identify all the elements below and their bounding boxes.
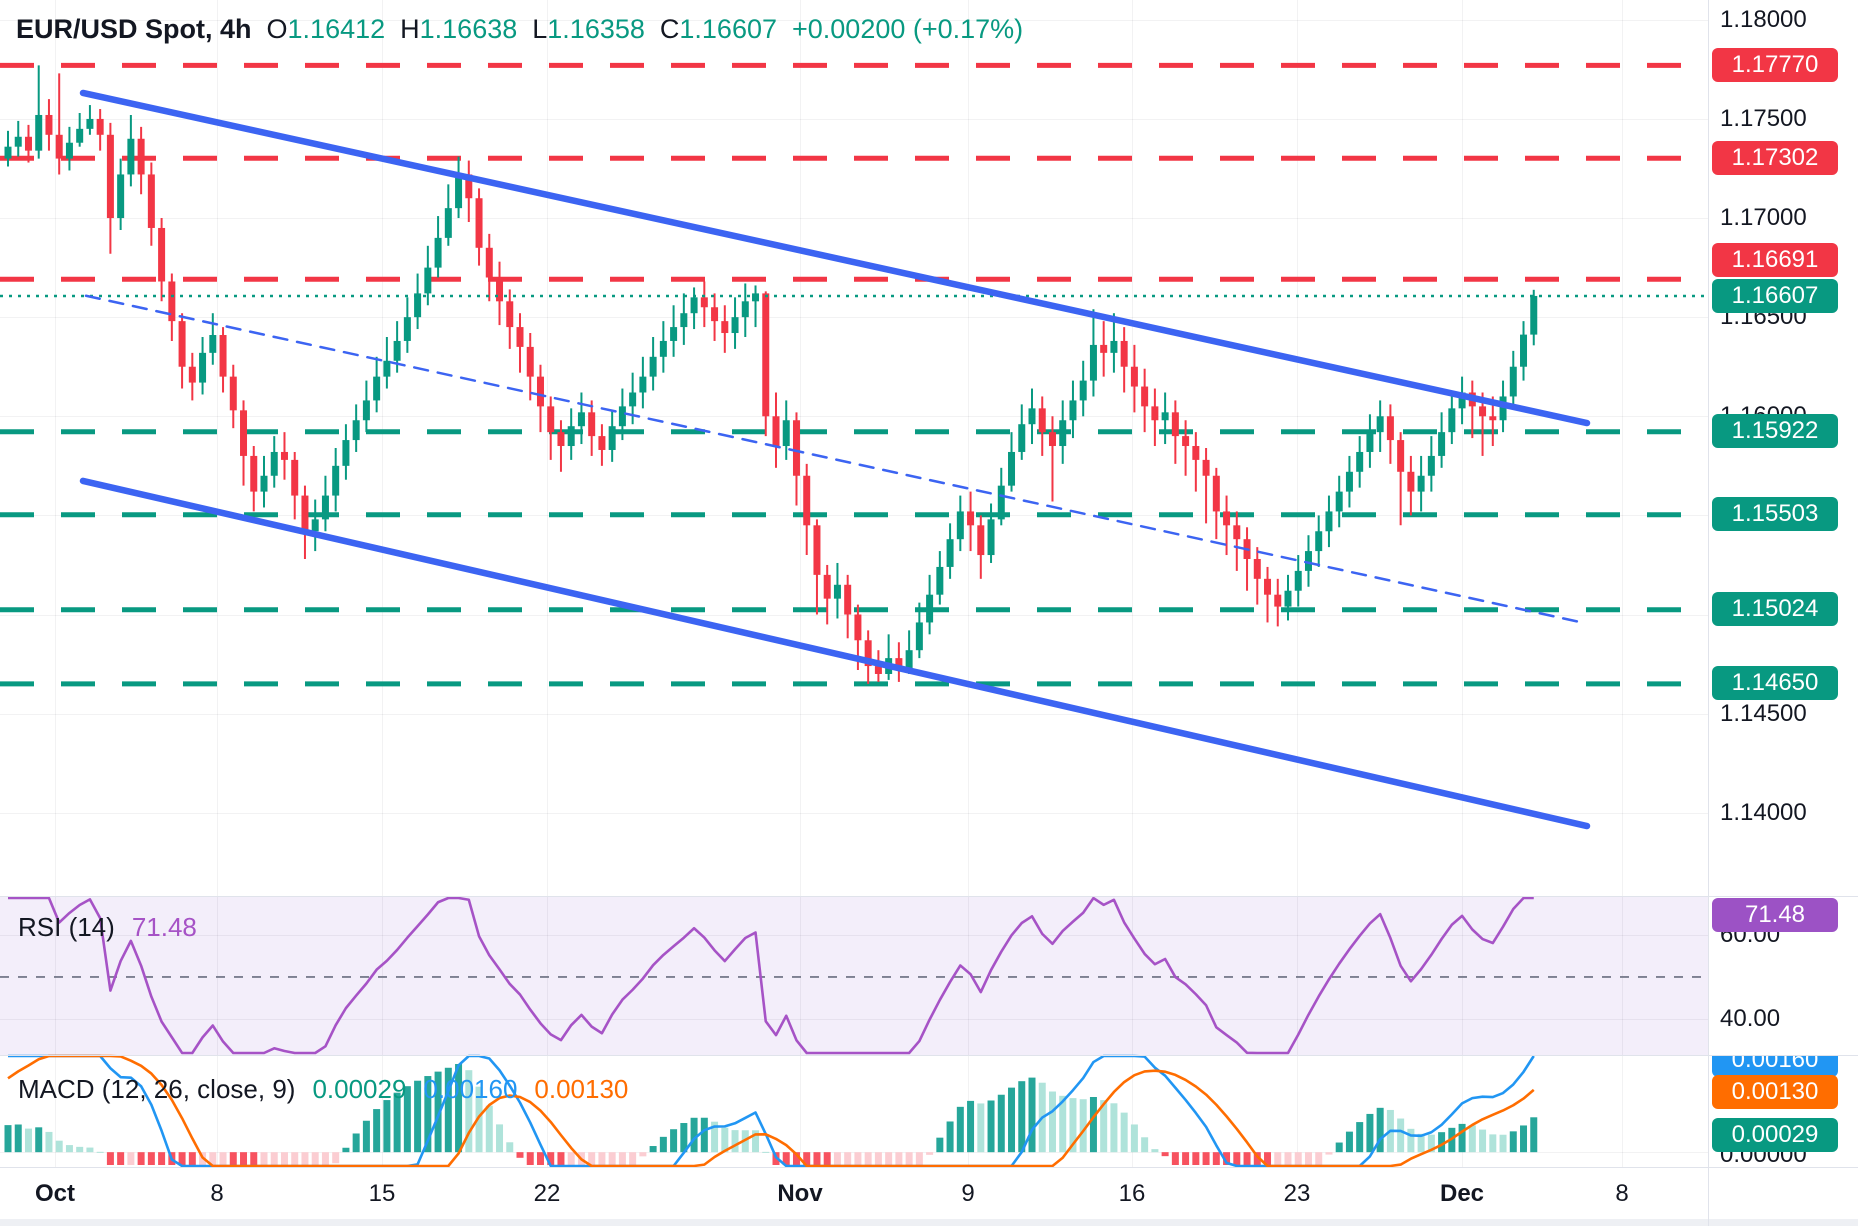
macd-indicator-name[interactable]: MACD (12, 26, close, 9) — [18, 1074, 296, 1104]
macd-signal-value: 0.00130 — [534, 1074, 629, 1104]
level-badge-resistance: 1.17770 — [1712, 48, 1838, 82]
time-tick-8: 8 — [1615, 1180, 1629, 1207]
time-tick-oct: Oct — [34, 1180, 76, 1207]
rsi-legend: RSI (14) 71.48 — [18, 912, 197, 943]
price-scale-label: 1.17500 — [1720, 105, 1807, 132]
rsi-indicator-name[interactable]: RSI (14) — [18, 912, 115, 942]
time-tick-nov: Nov — [777, 1180, 823, 1207]
level-badge-resistance: 1.16691 — [1712, 243, 1838, 277]
time-tick-16: 16 — [1118, 1180, 1146, 1207]
ohlc-legend: EUR/USD Spot, 4h O1.16412 H1.16638 L1.16… — [16, 14, 1023, 45]
time-tick-8: 8 — [210, 1180, 224, 1207]
price-scale-label: 1.14000 — [1720, 799, 1807, 826]
macd-axis[interactable]: 0.00160 0.00130 0.00029 — [1712, 1056, 1842, 1166]
rsi-scale-label: 40.00 — [1720, 1005, 1781, 1032]
time-tick-dec: Dec — [1439, 1180, 1485, 1207]
time-tick-15: 15 — [368, 1180, 396, 1207]
level-badge-resistance: 1.17302 — [1712, 141, 1838, 175]
high-value: H1.16638 — [400, 14, 518, 44]
price-scale-label: 1.18000 — [1720, 6, 1807, 33]
time-tick-9: 9 — [961, 1180, 975, 1207]
price-scale-label: 1.14500 — [1720, 700, 1807, 727]
macd-badge-hist: 0.00029 — [1712, 1118, 1838, 1152]
open-value: O1.16412 — [266, 14, 386, 44]
level-badge-support: 1.15503 — [1712, 497, 1838, 531]
low-value: L1.16358 — [532, 14, 645, 44]
macd-legend: MACD (12, 26, close, 9) 0.00029 0.00160 … — [18, 1074, 628, 1105]
symbol-title[interactable]: EUR/USD Spot, 4h — [16, 14, 252, 44]
level-badge-support: 1.15922 — [1712, 414, 1838, 448]
macd-badge-signal: 0.00130 — [1712, 1075, 1838, 1109]
close-value: C1.16607 — [659, 14, 777, 44]
rsi-value-badge: 71.48 — [1712, 898, 1838, 932]
time-tick-23: 23 — [1283, 1180, 1311, 1207]
rsi-value: 71.48 — [131, 912, 197, 942]
macd-histogram-value: 0.00029 — [312, 1074, 407, 1104]
macd-badge-macd: 0.00160 — [1712, 1056, 1838, 1077]
last-price-badge: 1.16607 — [1712, 279, 1838, 313]
time-tick-22: 22 — [533, 1180, 561, 1207]
level-badge-support: 1.15024 — [1712, 592, 1838, 626]
change-value: +0.00200 (+0.17%) — [792, 14, 1024, 44]
level-badge-support: 1.14650 — [1712, 666, 1838, 700]
macd-line-value: 0.00160 — [423, 1074, 518, 1104]
price-scale-label: 1.17000 — [1720, 204, 1807, 231]
